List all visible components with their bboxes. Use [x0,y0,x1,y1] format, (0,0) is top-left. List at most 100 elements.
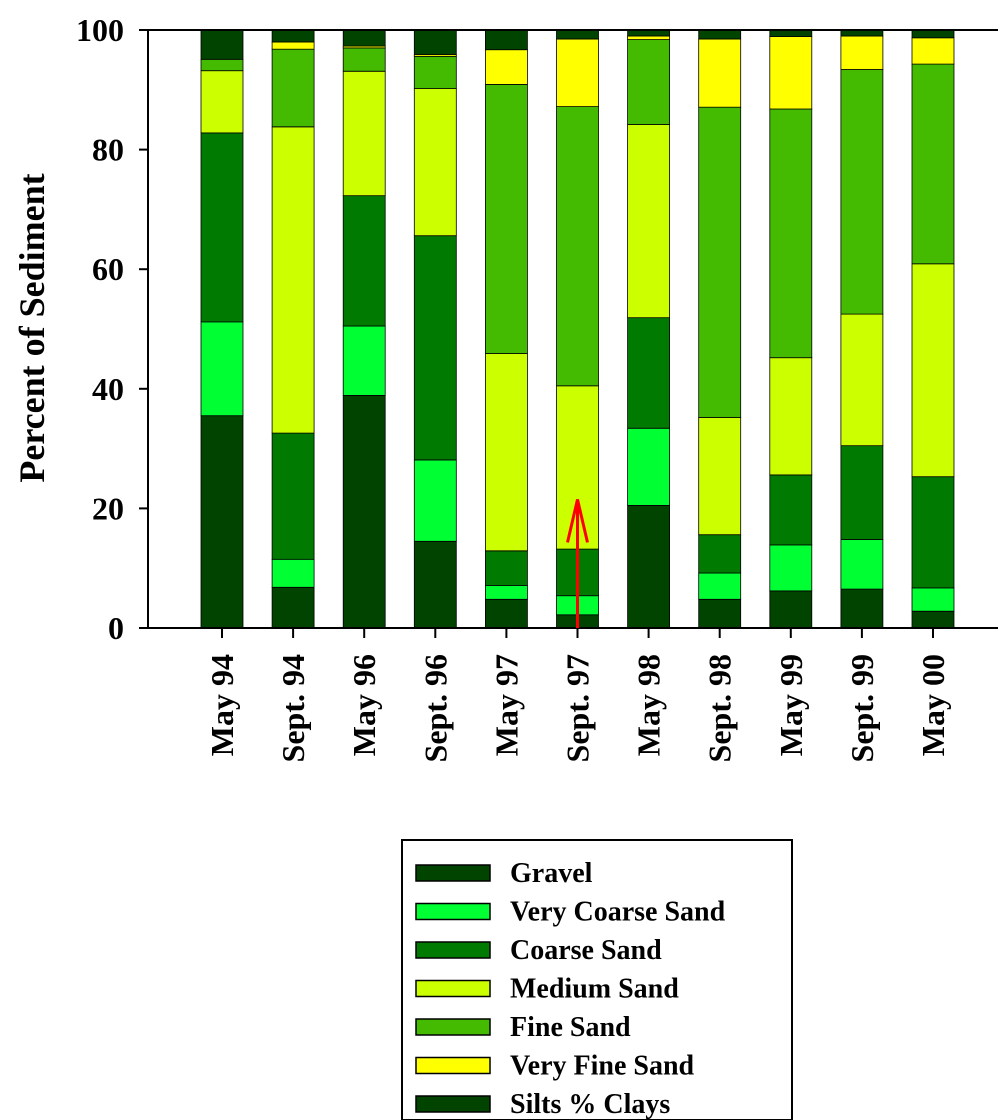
bar-segment [627,427,670,506]
bar-segment [769,36,813,110]
bar-segment [911,63,955,265]
bar-segment [342,195,386,327]
bar-segment [840,313,884,447]
bar-segment [769,544,813,592]
y-tick-label: 60 [92,251,124,287]
bar-segment [840,35,884,70]
bar-segment [342,47,386,72]
bar-segment [911,587,955,612]
y-tick-label: 0 [108,610,124,646]
bar-segment [698,572,742,600]
legend-entry-label: Medium Sand [510,974,679,1005]
x-tick-label: May 99 [773,654,809,756]
bar-segment [413,88,457,237]
bar-segment [911,476,955,589]
bar-segment [200,132,244,323]
x-tick-label: May 97 [488,654,524,756]
x-tick-label: May 96 [346,654,382,756]
bar-segment [840,69,884,315]
bar-segment [271,432,315,560]
bar-segment [413,29,457,55]
y-tick-label: 40 [92,371,124,407]
y-tick-label: 100 [76,12,124,48]
bar-segment [911,29,955,39]
x-tick-label: Sept. 98 [702,654,738,762]
x-tick-label: May 00 [915,654,951,756]
bar-segment [627,124,670,319]
bar-segment [698,38,742,108]
y-axis-label: Percent of Sediment [12,173,52,482]
bar-segment [484,353,528,552]
legend-swatch [415,941,491,959]
bar-segment [698,598,742,629]
bar-segment [271,29,315,43]
legend-entry-label: Fine Sand [510,1012,631,1043]
bar-segment [200,415,244,629]
bar-segment [627,39,670,125]
bar-segment [556,106,599,387]
bar-segment [484,84,528,354]
bar-segment [413,235,457,461]
y-tick-label: 20 [92,490,124,526]
bar-segment [342,325,386,396]
bar-segment [271,586,315,629]
bar-segment [413,459,457,542]
bar-segment [200,29,244,60]
bar-segment [271,126,315,434]
bar-segment [200,321,244,417]
legend: Gravel Very Coarse Sand Coarse Sand Medium … [401,839,793,1120]
bar-segment [342,29,386,47]
bar-segment [769,357,813,476]
bar-segment [484,49,528,85]
legend-swatch [415,979,491,998]
bar-segment [698,106,742,418]
legend-entry-label: Very Fine Sand [510,1051,695,1082]
bar-segment [698,534,742,574]
bar-segment [698,417,742,536]
legend-entry-label: Very Coarse Sand [510,897,726,928]
bar-segment [556,29,599,40]
x-tick-label: May 94 [204,654,240,756]
bar-segment [200,70,244,134]
legend-swatch [415,1018,491,1036]
legend-swatch [415,864,491,882]
x-tick-label: May 98 [631,654,667,756]
bar-segment [840,588,884,629]
legend-entry-label: Silts % Clays [510,1089,670,1120]
bar-segment [911,610,955,629]
legend-entry-label: Coarse Sand [510,935,662,966]
y-tick-label: 80 [92,132,124,168]
bar-segment [769,590,813,629]
bar-segment [413,55,457,89]
legend-entry-label: Gravel [510,858,593,889]
bar-segment [484,29,528,51]
bar-segment [484,550,528,587]
x-tick-label: Sept. 99 [844,654,880,762]
bar-segment [698,29,742,40]
bar-segment [556,38,599,107]
bar-segment [413,540,457,629]
bar-segment [840,539,884,590]
x-tick-label: Sept. 97 [560,654,596,762]
bar-segment [911,37,955,65]
legend-swatch [415,1056,491,1075]
bar-segment [271,558,315,588]
x-tick-label: Sept. 96 [417,654,453,762]
bar-segment [627,317,670,429]
legend-swatch [415,1095,491,1113]
bar-segment [271,41,315,50]
bar-segment [769,108,813,359]
bar-segment [342,394,386,629]
bar-segment [911,263,955,478]
legend-swatch [415,902,491,921]
bar-segment [840,445,884,540]
bar-segment [769,474,813,546]
bar-segment [627,35,670,40]
plot-area: May 94 Sept. 94 May 96 Sept. 96 May 97 Sept. … [76,12,998,762]
bar-segment [627,504,670,629]
bar-segment [342,70,386,197]
x-tick-label: Sept. 94 [275,654,311,762]
bar-segment [200,58,244,72]
bar-segment [484,598,528,629]
